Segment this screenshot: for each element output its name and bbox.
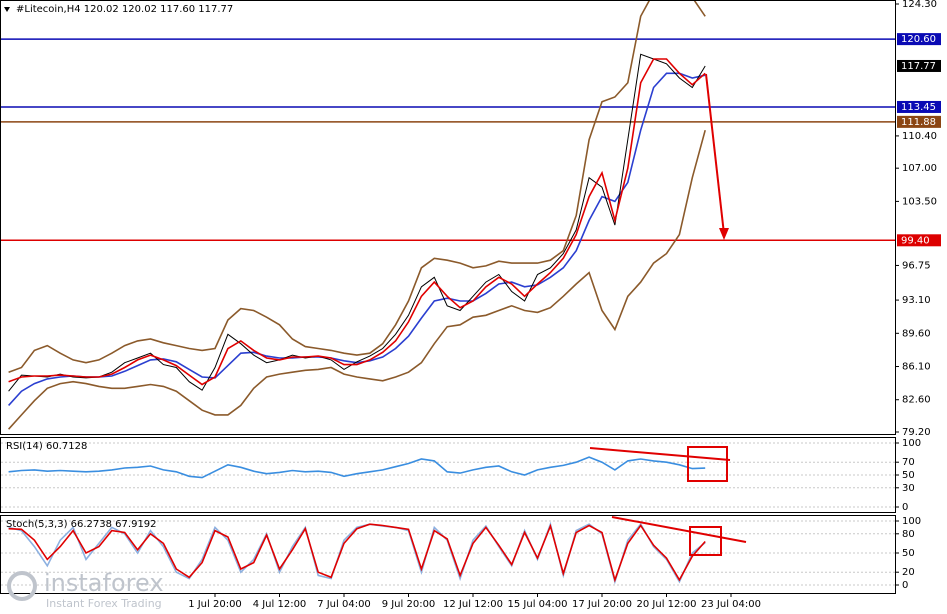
level-label: 120.60 (901, 34, 936, 45)
watermark-brand: instaforex (44, 569, 164, 597)
y-tick-label: 89.60 (902, 328, 931, 339)
level-label: 111.88 (901, 117, 936, 128)
series-line (8, 53, 706, 392)
axes: 79.20 82.60 86.10 89.60 93.10 96.75 103.50 107.… (188, 0, 941, 610)
level-label: 113.45 (901, 102, 936, 113)
rsi-trendline (589, 447, 731, 461)
y-tick-label: 50 (902, 470, 915, 481)
menu-icon (4, 7, 10, 12)
level-tag (897, 33, 941, 46)
watermark: instaforex Instant Forex Trading (7, 569, 164, 610)
stoch-plot (1, 520, 895, 586)
x-tick-label: 20 Jul 12:00 (637, 599, 697, 610)
x-tick-label: 12 Jul 12:00 (443, 599, 503, 610)
y-tick-label: 124.30 (902, 0, 937, 10)
y-tick-label: 50 (902, 548, 915, 559)
y-tick-label: 93.10 (902, 295, 931, 306)
x-tick-label: 23 Jul 04:00 (701, 599, 761, 610)
y-tick-label: 100 (902, 516, 921, 527)
last-price-label: 117.77 (901, 61, 936, 72)
y-tick-label: 103.50 (902, 196, 937, 207)
watermark-logo (7, 571, 37, 601)
x-tick-label: 15 Jul 04:00 (508, 599, 568, 610)
y-tick-label: 96.75 (902, 260, 931, 271)
series-line (8, 1, 706, 373)
rsi-title: RSI(14) 60.7128 (6, 441, 87, 452)
forecast-arrow (705, 73, 725, 235)
y-tick-label: 70 (902, 457, 915, 468)
x-tick-label: 4 Jul 12:00 (253, 599, 307, 610)
level-tag (897, 100, 941, 113)
arrow-head (719, 228, 729, 240)
main-plot (1, 1, 895, 430)
x-tick-label: 17 Jul 20:00 (572, 599, 632, 610)
watermark-tagline: Instant Forex Trading (46, 597, 162, 610)
stoch-frame (0, 515, 896, 594)
stoch-title: Stoch(5,3,3) 66.2738 67.9192 (6, 519, 157, 530)
y-tick-label: 80 (902, 529, 915, 540)
x-tick-label: 9 Jul 20:00 (382, 599, 436, 610)
rsi-highlight (687, 446, 728, 482)
series-line (8, 523, 706, 583)
chart-title: #Litecoin,H4 120.02 120.02 117.60 117.77 (16, 4, 233, 15)
y-tick-label: 110.40 (902, 131, 937, 142)
y-tick-label: 79.20 (902, 427, 931, 438)
main-frame (0, 0, 896, 435)
series-line (8, 72, 706, 406)
last-price-tag (897, 59, 941, 72)
level-label: 99.40 (901, 235, 930, 246)
series-line (8, 129, 706, 430)
stoch-highlight (689, 526, 722, 556)
y-tick-label: 86.10 (902, 362, 931, 373)
rsi-plot (1, 442, 895, 508)
series-line (8, 456, 706, 479)
y-tick-label: 0 (902, 502, 908, 513)
y-tick-label: 0 (902, 580, 908, 591)
y-tick-label: 20 (902, 567, 915, 578)
y-tick-label: 30 (902, 483, 915, 494)
x-tick-label: 7 Jul 04:00 (317, 599, 371, 610)
y-tick-label: 100 (902, 438, 921, 449)
y-tick-label: 82.60 (902, 395, 931, 406)
level-tag (897, 115, 941, 128)
level-tag (897, 234, 941, 247)
x-tick-label: 1 Jul 20:00 (188, 599, 242, 610)
y-tick-label: 107.00 (902, 163, 937, 174)
stoch-trendline (611, 516, 747, 543)
series-line (8, 58, 706, 386)
